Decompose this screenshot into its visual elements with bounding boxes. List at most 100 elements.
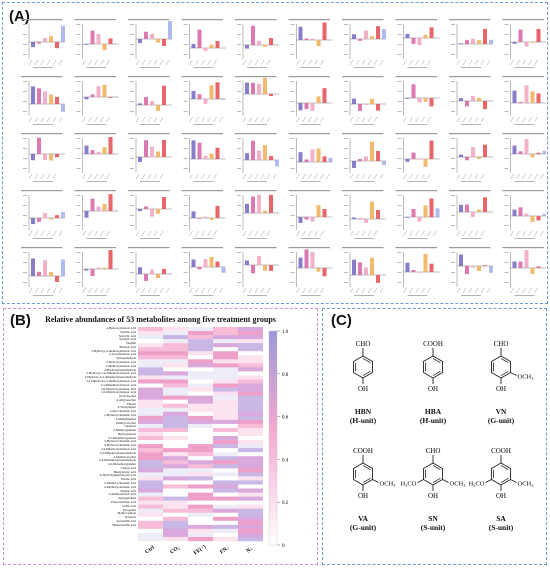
mini-bar xyxy=(358,159,362,161)
heatmap-row-label: 4-Vinylphenol xyxy=(117,406,136,410)
heatmap-row-label: 4-Hydroxybenzoic acid xyxy=(105,327,136,330)
heatmap-cell xyxy=(188,532,213,538)
heatmap-cell xyxy=(238,387,263,392)
heatmap-cell xyxy=(188,327,213,332)
mini-bar xyxy=(84,97,89,100)
heatmap-cell xyxy=(163,532,188,538)
heatmap-row-label: 2,4-Dimethoxybenzaldehyde xyxy=(99,459,136,463)
mini-bar xyxy=(411,84,416,98)
mini-bar xyxy=(429,98,434,107)
heatmap-cell xyxy=(163,528,188,534)
heatmap-row-label: Homovanillic acid xyxy=(112,523,136,527)
heatmap-cell xyxy=(188,444,213,449)
heatmap-cell xyxy=(163,444,188,449)
heatmap-cell xyxy=(213,536,238,542)
mini-bar-chart xyxy=(235,247,279,296)
mini-bar xyxy=(138,103,142,105)
mini-bar xyxy=(316,40,321,47)
mini-bar xyxy=(364,104,368,105)
mini-bar xyxy=(435,208,440,217)
heatmap-cell xyxy=(213,419,238,425)
heatmap-cell xyxy=(163,335,188,340)
heatmap-cell xyxy=(163,516,188,522)
heatmap-cell xyxy=(238,351,263,356)
heatmap-cell xyxy=(138,464,163,469)
mini-bar xyxy=(138,39,142,43)
heatmap-cell xyxy=(138,335,163,340)
heatmap-cell xyxy=(163,452,188,457)
mini-bar xyxy=(31,42,35,48)
heatmap-cell xyxy=(238,464,263,469)
mini-bar xyxy=(144,31,148,39)
benzene-ring xyxy=(353,462,373,486)
heatmap-cell xyxy=(238,448,263,453)
heatmap-cell xyxy=(138,492,163,497)
mini-bar xyxy=(90,198,95,211)
heatmap-cell xyxy=(188,484,213,489)
mini-bar xyxy=(209,44,214,48)
mini-bar xyxy=(245,203,249,213)
mini-bar xyxy=(304,217,309,220)
mini-bar xyxy=(162,197,166,209)
heatmap-cell xyxy=(238,427,263,433)
mini-bar xyxy=(477,209,481,212)
heatmap-cell xyxy=(138,524,163,530)
heatmap-cell xyxy=(138,472,163,477)
mini-bar xyxy=(263,145,267,160)
heatmap-cell xyxy=(138,508,163,513)
mini-bar xyxy=(489,39,493,44)
mini-bar xyxy=(411,38,416,44)
heatmap-cell xyxy=(213,524,238,530)
mini-bar xyxy=(144,274,148,281)
heatmap-cell xyxy=(163,407,188,412)
heatmap-cell xyxy=(163,512,188,517)
mini-bar-chart xyxy=(449,133,493,182)
heatmap-cell xyxy=(138,343,163,348)
heatmap-cell xyxy=(163,492,188,497)
mini-bar xyxy=(423,159,428,167)
mini-bar xyxy=(102,267,107,269)
mini-bar xyxy=(96,151,101,154)
mini-bar-chart xyxy=(235,76,279,125)
colorbar-tick-label: 1.0 xyxy=(282,330,289,335)
mini-bar xyxy=(518,261,523,268)
heatmap-cell xyxy=(188,351,213,356)
heatmap-cell xyxy=(238,496,263,501)
heatmap-row-label: Vanillin xyxy=(125,342,136,346)
heatmap-cell xyxy=(138,419,163,425)
mini-bar xyxy=(55,215,59,218)
heatmap-cell xyxy=(138,516,163,522)
mini-bar xyxy=(263,45,267,47)
heatmap-cell xyxy=(163,343,188,348)
structure-label: SA (S-unit) xyxy=(471,514,531,532)
mini-bar-chart xyxy=(342,19,386,68)
heatmap-cell xyxy=(213,415,238,421)
mini-bar xyxy=(37,271,41,276)
mini-bar xyxy=(269,94,273,96)
oh-group: OH xyxy=(428,385,438,393)
heatmap-row-label: Ferulic acid xyxy=(120,478,136,482)
structure-hbn: CHO OH xyxy=(353,340,373,393)
mini-bar xyxy=(263,210,267,213)
mini-bar-chart xyxy=(235,19,279,68)
structure-name: VA xyxy=(358,514,368,523)
oh-group: OH xyxy=(496,492,506,500)
heatmap-cell xyxy=(138,452,163,457)
heatmap-cell xyxy=(188,492,213,497)
heatmap-cell xyxy=(188,415,213,421)
mini-bar-chart xyxy=(235,190,279,239)
heatmap-cell xyxy=(138,520,163,526)
heatmap-cell xyxy=(238,391,263,396)
heatmap-cell xyxy=(163,371,188,376)
heatmap-cell xyxy=(188,472,213,477)
heatmap-cell xyxy=(163,504,188,509)
mini-bar xyxy=(322,268,327,277)
mini-bar-chart xyxy=(128,247,172,296)
mini-bar xyxy=(322,156,327,162)
heatmap-cell xyxy=(188,452,213,457)
heatmap-cell xyxy=(163,536,188,542)
mini-bar xyxy=(203,99,208,104)
heatmap-row-label: 4-Hydroxybenzaldehyde xyxy=(104,368,136,372)
structure-va: COOH OH OCH₃ xyxy=(353,447,396,500)
heatmap-row-label: 3,4-Dihydroxy-5-methoxybenzoic acid xyxy=(86,379,136,383)
